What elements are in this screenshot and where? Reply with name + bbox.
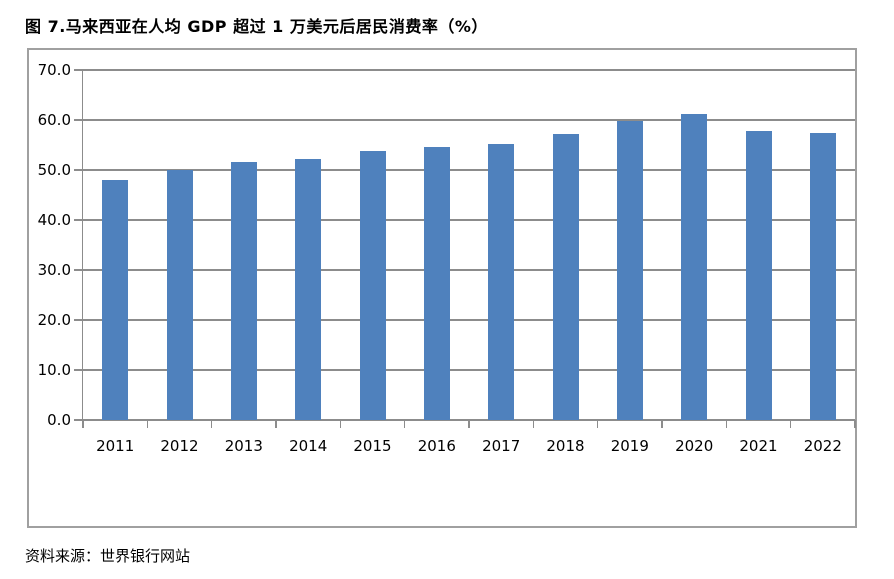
- gridline-y-60: [83, 119, 855, 121]
- bar-2021: [745, 131, 772, 420]
- x-axis-tick: [210, 420, 213, 428]
- bar-2011: [102, 180, 129, 420]
- gridline-y-10: [83, 369, 855, 371]
- x-tick-label-2014: 2014: [289, 437, 328, 455]
- y-axis-tick: [74, 369, 83, 371]
- y-tick-label: 50.0: [37, 161, 71, 179]
- bar-2022: [809, 132, 836, 420]
- y-tick-label: 0.0: [47, 411, 71, 429]
- y-tick-label: 60.0: [37, 111, 71, 129]
- y-axis-tick: [74, 169, 83, 171]
- bar-2015: [359, 150, 386, 420]
- x-tick-label-2019: 2019: [610, 437, 649, 455]
- x-axis-tick: [725, 420, 728, 428]
- gridline-y-70: [83, 69, 855, 71]
- x-axis-tick: [661, 420, 663, 428]
- y-axis-tick: [74, 319, 83, 321]
- bar-2014: [295, 159, 322, 420]
- y-axis-tick: [74, 419, 83, 421]
- x-tick-label-2022: 2022: [803, 437, 842, 455]
- x-axis-tick: [854, 420, 856, 428]
- y-tick-label: 20.0: [37, 311, 71, 329]
- bar-2017: [488, 143, 515, 420]
- x-tick-label-2017: 2017: [482, 437, 521, 455]
- y-axis-line: [81, 70, 83, 428]
- y-tick-label: 40.0: [37, 211, 71, 229]
- chart-title: 图 7.马来西亚在人均 GDP 超过 1 万美元后居民消费率（%）: [25, 17, 488, 36]
- chart-frame: 0.0 10.0 20.0 30.0 40.0 50.0 60.0 70.0 2011 2012 2…: [27, 48, 857, 528]
- x-axis-tick: [339, 420, 342, 428]
- y-axis-tick: [74, 269, 83, 271]
- gridline-y-50: [83, 169, 855, 171]
- x-tick-label-2011: 2011: [96, 437, 135, 455]
- x-axis-tick: [82, 420, 84, 428]
- bar-2013: [230, 161, 257, 420]
- y-axis-tick: [74, 219, 83, 221]
- y-axis-tick: [74, 69, 83, 71]
- x-tick-label-2016: 2016: [417, 437, 456, 455]
- x-axis-tick: [789, 420, 792, 428]
- x-axis-tick: [146, 420, 149, 428]
- x-axis-tick: [403, 420, 406, 428]
- y-axis-tick: [74, 119, 83, 121]
- x-axis-tick: [468, 420, 470, 428]
- x-tick-label-2015: 2015: [353, 437, 392, 455]
- x-axis-tick: [532, 420, 535, 428]
- x-axis-tick: [275, 420, 277, 428]
- bar-2018: [552, 133, 579, 420]
- x-axis-tick: [596, 420, 599, 428]
- gridline-y-40: [83, 219, 855, 221]
- y-tick-label: 70.0: [37, 61, 71, 79]
- bar-2019: [616, 121, 643, 420]
- bar-2016: [423, 146, 450, 420]
- bar-2012: [166, 170, 193, 420]
- x-tick-label-2012: 2012: [160, 437, 199, 455]
- gridline-y-30: [83, 269, 855, 271]
- bar-2020: [681, 114, 708, 420]
- x-tick-label-2021: 2021: [739, 437, 778, 455]
- x-tick-label-2018: 2018: [546, 437, 585, 455]
- x-tick-label-2020: 2020: [675, 437, 714, 455]
- y-tick-label: 10.0: [37, 361, 71, 379]
- plot-area: 0.0 10.0 20.0 30.0 40.0 50.0 60.0 70.0 2011 2012 2…: [38, 62, 856, 455]
- x-tick-label-2013: 2013: [224, 437, 263, 455]
- source-note: 资料来源：世界银行网站: [25, 547, 191, 565]
- y-tick-label: 30.0: [37, 261, 71, 279]
- gridline-y-20: [83, 319, 855, 321]
